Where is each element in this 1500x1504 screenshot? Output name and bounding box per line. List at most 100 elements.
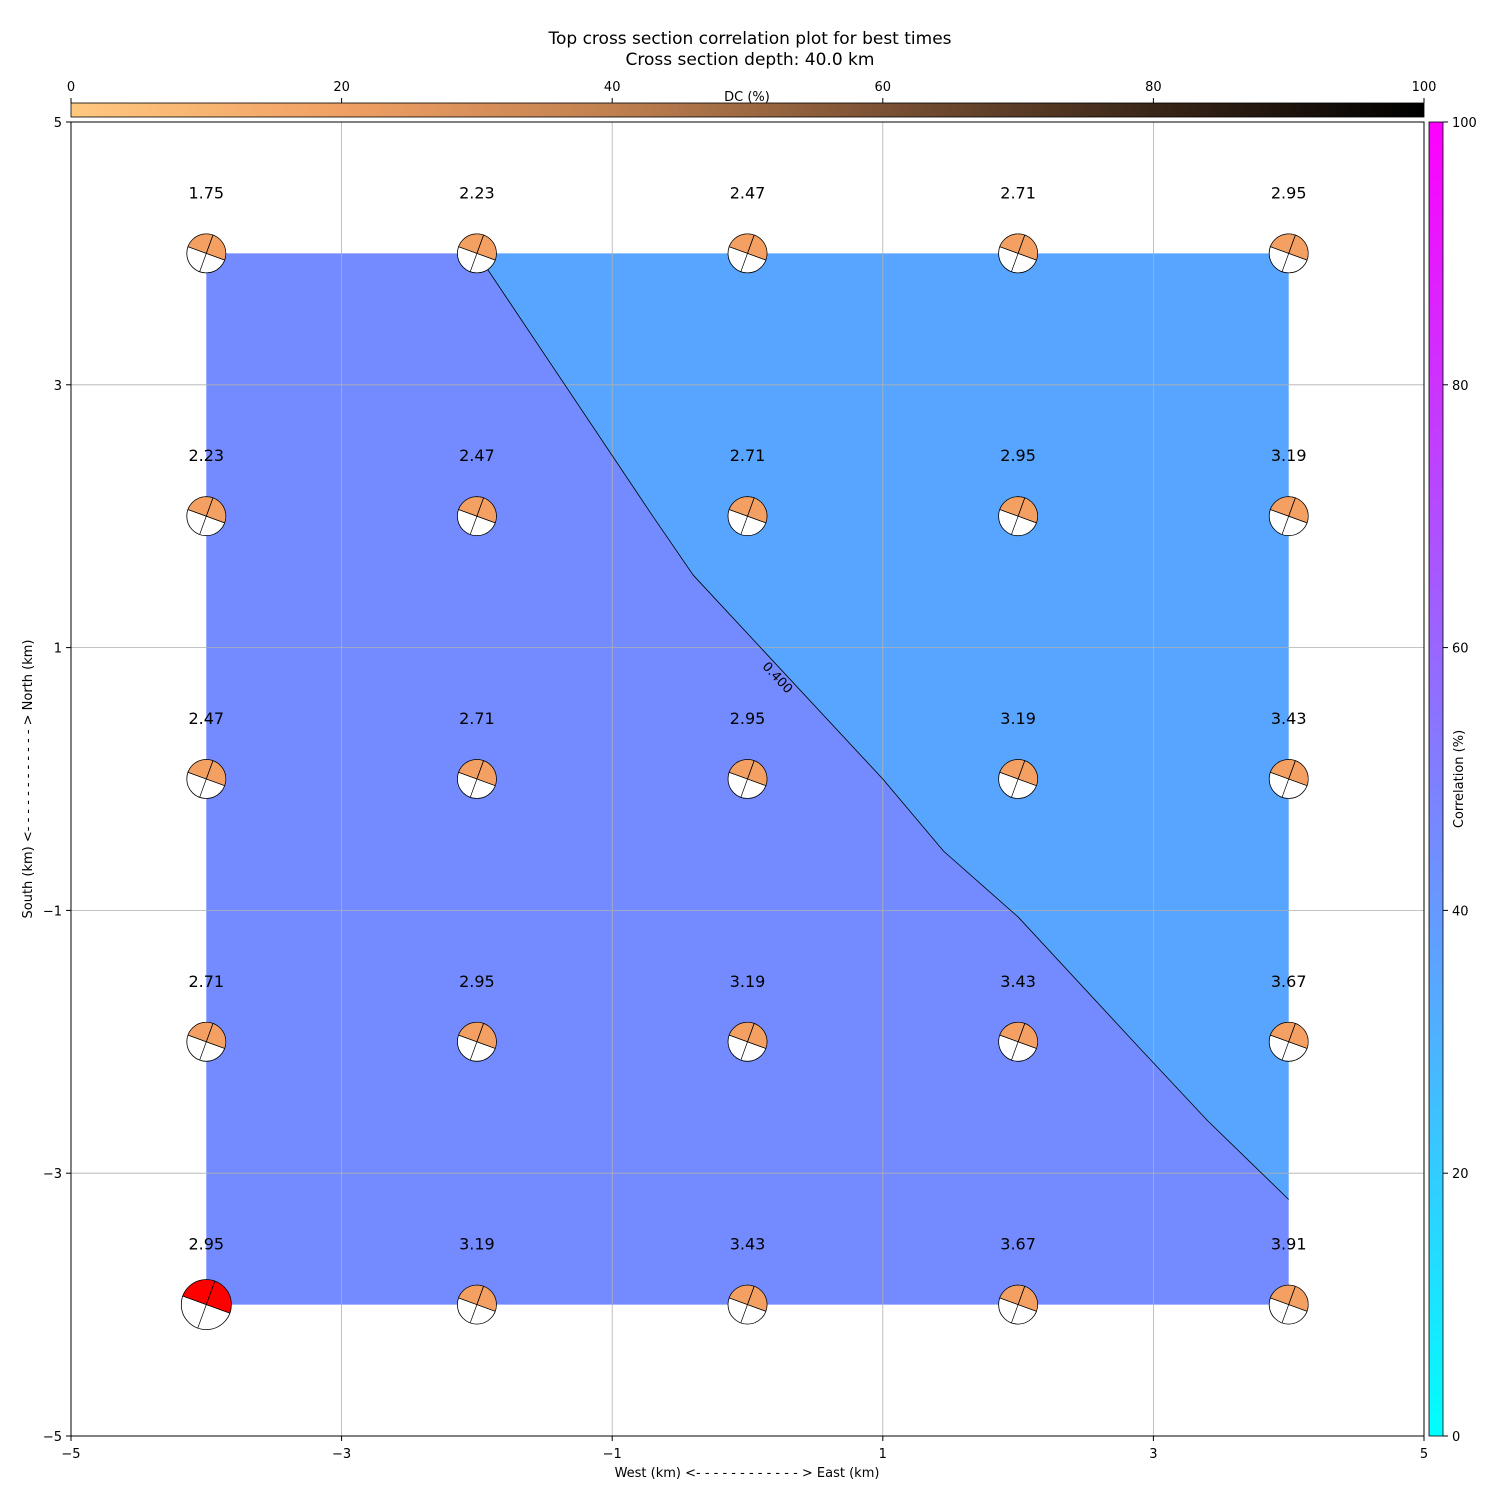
beachball-compression-quadrant <box>999 496 1026 517</box>
dc-colorbar-label: DC (%) <box>724 90 770 105</box>
time-label: 2.71 <box>730 446 766 465</box>
beachball-compression-quadrant <box>458 233 484 254</box>
time-label: 2.95 <box>730 709 766 728</box>
beachball-compression-quadrant <box>1269 759 1296 780</box>
beachball-compression-quadrant <box>1288 1285 1309 1312</box>
correlation-tick-label: 60 <box>1452 642 1469 657</box>
beachball-compression-quadrant <box>1288 760 1309 787</box>
dc-tick-label: 80 <box>1145 80 1162 95</box>
dc-tick-label: 0 <box>67 80 75 95</box>
beachball-nodal-plane <box>197 1280 216 1329</box>
dc-tick-label: 20 <box>333 80 350 95</box>
beachball-compression-quadrant <box>476 234 497 261</box>
time-label: 2.95 <box>1000 446 1036 465</box>
beachball-nodal-plane <box>1011 1023 1026 1061</box>
time-label: 3.19 <box>459 1235 495 1254</box>
beachball <box>727 1284 768 1325</box>
time-label: 2.23 <box>459 183 495 202</box>
dc-colorbar-ticks: 0 20 40 60 80 100 <box>67 80 1436 103</box>
correlation-colorbar-gradient <box>1428 121 1444 1437</box>
beachball <box>180 1279 232 1330</box>
beachball <box>456 1021 497 1062</box>
correlation-colorbar-label: Correlation (%) <box>1452 730 1467 828</box>
beachball-nodal-plane <box>1011 497 1026 535</box>
beachball <box>727 1021 768 1062</box>
beachball-compression-quadrant <box>1017 760 1038 787</box>
beachball-compression-quadrant <box>1288 1023 1309 1049</box>
dc-tick-label: 60 <box>875 80 892 95</box>
beachball-nodal-plane <box>1011 234 1026 272</box>
beachball-nodal-plane <box>1281 760 1296 798</box>
beachball-compression-quadrant <box>205 1280 232 1314</box>
beachball-compression-quadrant <box>476 1285 497 1312</box>
time-label: 3.91 <box>1271 1235 1307 1254</box>
beachball-nodal-plane <box>740 1286 755 1324</box>
correlation-tick-label: 40 <box>1452 904 1469 919</box>
beachball-compression-quadrant <box>1269 1022 1296 1043</box>
beachball-nodal-plane <box>740 497 755 535</box>
beachball <box>1268 1284 1309 1325</box>
y-tick-label: 1 <box>54 642 62 657</box>
contour-line <box>476 253 1289 1200</box>
beachball-nodal-plane <box>469 1023 484 1061</box>
time-label: 2.47 <box>730 183 766 202</box>
time-label: 2.47 <box>459 446 495 465</box>
dc-colorbar: DC (%) 0 20 40 60 80 100 <box>67 80 1436 118</box>
time-label: 3.43 <box>730 1235 766 1254</box>
time-label: 1.75 <box>188 183 224 202</box>
beachball <box>456 1284 497 1325</box>
time-labels: 1.75 2.23 2.47 2.71 2.95 2.23 2.47 2.71 2.95 3.19… <box>188 183 1306 1253</box>
beachball-compression-quadrant <box>728 496 755 517</box>
correlation-tick-label: 80 <box>1452 379 1469 394</box>
beachball-nodal-plane <box>199 497 214 535</box>
beachball-nodal-plane <box>199 1023 214 1061</box>
beachball-compression-quadrant <box>187 496 214 517</box>
time-label: 3.19 <box>730 972 766 991</box>
beachball <box>186 759 227 799</box>
beachball-nodal-plane <box>740 1023 755 1061</box>
beachball-compression-quadrant <box>476 1023 497 1049</box>
beachball <box>727 496 768 537</box>
beachball <box>1268 496 1309 537</box>
beachball-compression-quadrant <box>1017 497 1038 524</box>
time-label: 2.95 <box>1271 183 1307 202</box>
time-label: 2.47 <box>188 709 224 728</box>
time-label: 2.95 <box>188 1235 224 1254</box>
beachball-compression-quadrant <box>999 233 1026 254</box>
beachball-compression-quadrant <box>1269 1284 1296 1305</box>
beachball <box>998 759 1038 799</box>
beachball-grid <box>180 233 1309 1330</box>
chart-title: Top cross section correlation plot for b… <box>547 29 951 49</box>
y-axis-ticks: −5 −3 −1 1 3 5 <box>43 116 71 1445</box>
beachball-compression-quadrant <box>728 233 755 254</box>
x-tick-label: −5 <box>61 1447 80 1462</box>
y-tick-label: −1 <box>43 904 62 919</box>
time-label: 2.23 <box>188 446 224 465</box>
y-axis-label: South (km) <- - - - - - - - - - - - > No… <box>21 639 36 918</box>
y-tick-label: −3 <box>43 1167 62 1182</box>
beachball <box>456 233 497 274</box>
beachball-compression-quadrant <box>747 1023 768 1049</box>
beachball-compression-quadrant <box>747 497 768 524</box>
beachball-compression-quadrant <box>205 234 227 261</box>
beachball <box>998 1284 1038 1325</box>
beachball-nodal-plane <box>469 497 484 535</box>
time-label: 2.71 <box>459 709 495 728</box>
beachball-nodal-plane <box>469 760 484 798</box>
correlation-tick-label: 100 <box>1452 116 1477 131</box>
beachball-compression-quadrant <box>458 1022 484 1043</box>
beachball-nodal-plane <box>199 234 214 272</box>
correlation-colorbar: Correlation (%) 0 20 40 60 80 100 <box>1428 116 1477 1445</box>
y-tick-label: −5 <box>43 1430 62 1445</box>
time-label: 3.67 <box>1271 972 1307 991</box>
beachball-compression-quadrant <box>747 234 768 261</box>
beachball <box>1268 233 1309 274</box>
y-tick-label: 5 <box>54 116 62 131</box>
x-tick-label: −1 <box>603 1447 622 1462</box>
x-axis-label: West (km) <- - - - - - - - - - - - > Eas… <box>615 1466 880 1481</box>
x-axis-ticks: −5 −3 −1 1 3 5 <box>61 1436 1428 1462</box>
x-tick-label: −3 <box>332 1447 351 1462</box>
beachball <box>998 496 1038 537</box>
beachball-compression-quadrant <box>187 759 214 780</box>
